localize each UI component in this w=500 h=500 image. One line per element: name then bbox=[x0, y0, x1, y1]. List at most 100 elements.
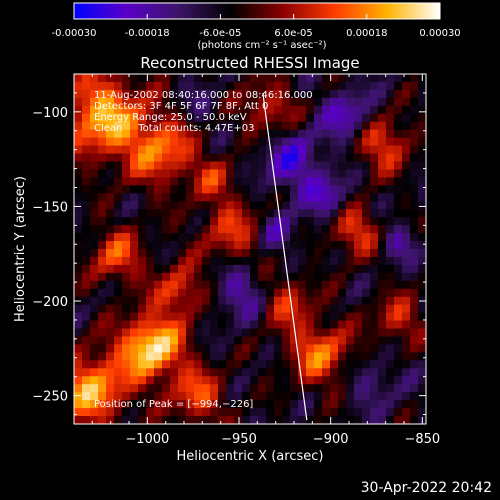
heatmap-cell bbox=[282, 145, 291, 154]
heatmap-cell bbox=[210, 225, 219, 234]
heatmap-cell bbox=[370, 320, 379, 329]
heatmap-cell bbox=[338, 352, 347, 361]
heatmap-cell bbox=[226, 400, 235, 409]
heatmap-cell bbox=[402, 384, 411, 393]
heatmap-cell bbox=[178, 352, 187, 361]
heatmap-cell bbox=[226, 105, 235, 115]
heatmap-cell bbox=[194, 368, 203, 377]
heatmap-cell bbox=[306, 193, 315, 202]
heatmap-cell bbox=[306, 376, 315, 385]
heatmap-cell bbox=[394, 368, 403, 377]
heatmap-cell bbox=[362, 105, 371, 115]
heatmap-cell bbox=[266, 249, 275, 258]
heatmap-cell bbox=[354, 241, 363, 250]
heatmap-cell bbox=[354, 89, 363, 99]
heatmap-cell bbox=[106, 89, 115, 99]
heatmap-cell bbox=[362, 384, 371, 393]
heatmap-cell bbox=[314, 312, 323, 321]
heatmap-cell bbox=[82, 225, 91, 234]
heatmap-cell bbox=[322, 264, 331, 274]
heatmap-cell bbox=[298, 217, 307, 226]
heatmap-cell bbox=[194, 256, 203, 266]
heatmap-cell bbox=[162, 121, 171, 131]
heatmap-cell bbox=[82, 360, 91, 369]
heatmap-cell bbox=[378, 97, 387, 107]
heatmap-cell bbox=[250, 201, 259, 210]
heatmap-cell bbox=[346, 328, 355, 337]
heatmap-cell bbox=[106, 272, 115, 282]
heatmap-cell bbox=[90, 280, 99, 290]
heatmap-cell bbox=[266, 193, 275, 202]
heatmap-cell bbox=[322, 249, 331, 258]
colorbar-ticks: -0.00030 -0.00018 -6.0e-05 6.0e-05 0.00018 0.… bbox=[52, 14, 461, 39]
heatmap-cell bbox=[170, 113, 179, 123]
heatmap-cell bbox=[210, 360, 219, 369]
heatmap-cell bbox=[122, 89, 131, 99]
heatmap-cell bbox=[130, 400, 139, 409]
heatmap-cell bbox=[370, 288, 379, 298]
heatmap-cell bbox=[154, 209, 163, 218]
heatmap-cell bbox=[162, 209, 171, 218]
heatmap-cell bbox=[330, 113, 339, 123]
heatmap-cell bbox=[290, 193, 299, 202]
heatmap-cell bbox=[138, 312, 147, 321]
heatmap-cell bbox=[178, 129, 187, 139]
heatmap-cell bbox=[322, 328, 331, 337]
heatmap-cell bbox=[210, 209, 219, 218]
heatmap-cell bbox=[298, 81, 307, 91]
heatmap-cell bbox=[330, 304, 339, 314]
heatmap-cell bbox=[402, 376, 411, 385]
heatmap-cell bbox=[346, 264, 355, 274]
heatmap-cell bbox=[162, 161, 171, 170]
heatmap-cell bbox=[346, 272, 355, 282]
heatmap-cell bbox=[346, 376, 355, 385]
heatmap-cell bbox=[362, 336, 371, 345]
heatmap-cell bbox=[386, 201, 395, 210]
heatmap-cell bbox=[82, 272, 91, 282]
heatmap-cell bbox=[106, 201, 115, 210]
heatmap-cell bbox=[210, 280, 219, 290]
heatmap-cell bbox=[386, 225, 395, 234]
heatmap-cell bbox=[162, 304, 171, 314]
heatmap-cell bbox=[138, 416, 147, 424]
heatmap-cell bbox=[194, 121, 203, 131]
heatmap-cell bbox=[410, 185, 419, 194]
heatmap-cell bbox=[74, 185, 83, 194]
heatmap-cell bbox=[266, 113, 275, 123]
heatmap-cell bbox=[402, 137, 411, 146]
heatmap-cell bbox=[322, 225, 331, 234]
heatmap-cell bbox=[362, 185, 371, 194]
heatmap-cell bbox=[122, 416, 131, 424]
heatmap-cell bbox=[154, 225, 163, 234]
heatmap-cell bbox=[202, 177, 211, 186]
heatmap-cell bbox=[274, 416, 283, 424]
heatmap-cell bbox=[138, 121, 147, 131]
heatmap-cell bbox=[90, 97, 99, 107]
heatmap-cell bbox=[234, 280, 243, 290]
heatmap-cell bbox=[394, 169, 403, 178]
heatmap-cell bbox=[274, 233, 283, 242]
heatmap-cell bbox=[282, 392, 291, 401]
heatmap-cell bbox=[378, 352, 387, 361]
heatmap-cell bbox=[306, 153, 315, 162]
heatmap-cell bbox=[306, 328, 315, 337]
heatmap-cell bbox=[362, 288, 371, 298]
heatmap-cell bbox=[106, 296, 115, 306]
heatmap-cell bbox=[146, 392, 155, 401]
heatmap-cell bbox=[90, 185, 99, 194]
heatmap-cell bbox=[362, 74, 371, 83]
heatmap-cell bbox=[274, 280, 283, 290]
heatmap-cell bbox=[250, 177, 259, 186]
heatmap-cell bbox=[306, 233, 315, 242]
heatmap-cell bbox=[386, 304, 395, 314]
heatmap-cell bbox=[298, 400, 307, 409]
heatmap-cell bbox=[258, 89, 267, 99]
heatmap-cell bbox=[186, 256, 195, 266]
heatmap-cell bbox=[74, 416, 83, 424]
heatmap-cell bbox=[218, 161, 227, 170]
heatmap-cell bbox=[98, 217, 107, 226]
heatmap-cell bbox=[346, 408, 355, 417]
y-axis-label: Heliocentric Y (arcsec) bbox=[13, 176, 28, 322]
heatmap-cell bbox=[338, 320, 347, 329]
heatmap-cell bbox=[178, 249, 187, 258]
